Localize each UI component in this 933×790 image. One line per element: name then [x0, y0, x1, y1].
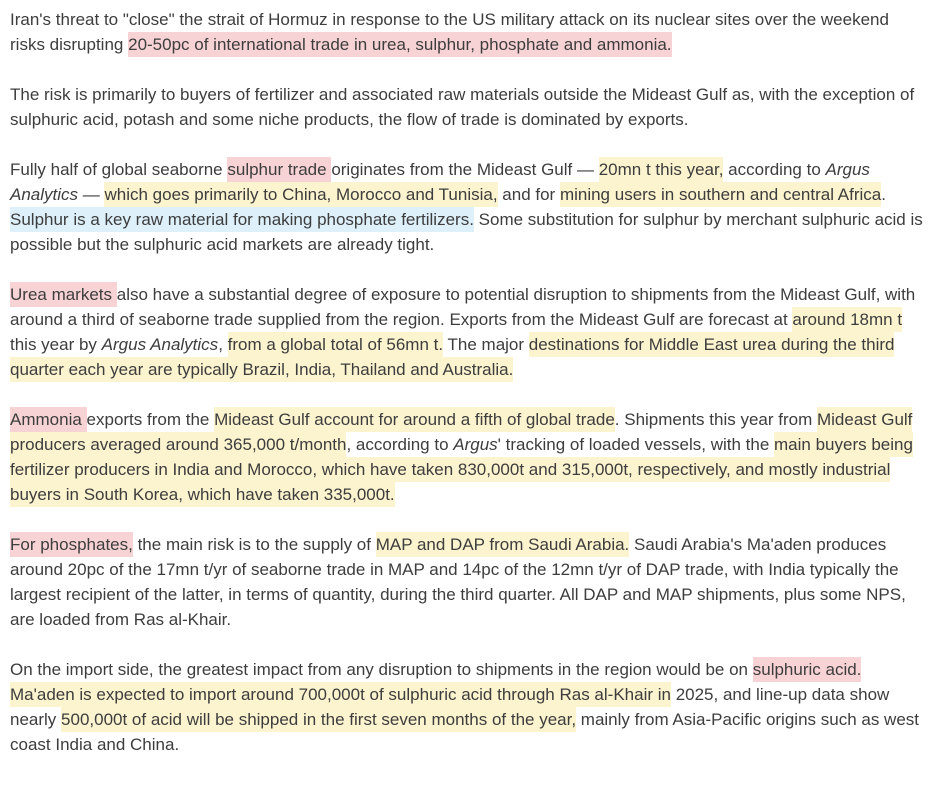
paragraph: Urea markets also have a substantial deg…: [10, 282, 923, 382]
paragraph: Iran's threat to "close" the strait of H…: [10, 7, 923, 57]
text-run: exports from the: [86, 410, 215, 429]
highlight-yellow: mining users in southern and central Afr…: [559, 182, 882, 207]
paragraph: The risk is primarily to buyers of ferti…: [10, 82, 923, 132]
highlight-yellow: which goes primarily to China, Morocco a…: [104, 182, 498, 207]
paragraph: For phosphates, the main risk is to the …: [10, 532, 923, 632]
text-run: Iran's threat to "close" the strait of H…: [10, 10, 889, 54]
text-run: The risk is primarily to buyers of ferti…: [10, 85, 915, 129]
text-run: , according to: [346, 435, 454, 454]
highlight-pink: For phosphates,: [10, 532, 133, 557]
highlight-blue: Sulphur is a key raw material for making…: [10, 207, 474, 232]
article-body: Iran's threat to "close" the strait of H…: [10, 7, 923, 757]
text-run: On the import side, the greatest impact …: [10, 660, 753, 679]
paragraph: On the import side, the greatest impact …: [10, 657, 923, 757]
text-run: 2025, and line-up data show nearly: [10, 685, 890, 729]
highlight-yellow: Ma'aden is expected to import around 700…: [10, 682, 671, 707]
text-run: The major: [443, 335, 529, 354]
text-run: this year by: [10, 335, 102, 354]
highlight-yellow: Mideast Gulf account for around a fifth …: [214, 407, 615, 432]
text-run: according to: [723, 160, 826, 179]
highlight-pink: sulphuric acid.: [752, 657, 862, 682]
text-run: Some substitution for sulphur by merchan…: [10, 210, 923, 254]
text-run: the main risk is to the supply of: [132, 535, 376, 554]
text-run: . Shipments this year from: [614, 410, 817, 429]
text-run: Fully half of global seaborne: [10, 160, 228, 179]
highlight-pink: Urea markets: [10, 282, 117, 307]
text-run: also have a substantial degree of exposu…: [10, 285, 916, 329]
highlight-yellow: from a global total of 56mn t.: [227, 332, 444, 357]
highlight-pink: sulphur trade: [227, 157, 332, 182]
text-run: mainly from Asia-Pacific origins such as…: [10, 710, 920, 754]
text-run: and for: [497, 185, 560, 204]
highlight-yellow: around 18mn t: [792, 307, 903, 332]
text-run: ,: [218, 335, 228, 354]
text-run: ' tracking of loaded vessels, with the: [497, 435, 775, 454]
highlight-pink: 20-50pc of international trade in urea, …: [128, 32, 672, 57]
highlight-yellow: 500,000t of acid will be shipped in the …: [61, 707, 577, 732]
text-run: originates from the Mideast Gulf —: [331, 160, 599, 179]
paragraph: Fully half of global seaborne sulphur tr…: [10, 157, 923, 257]
italic-text: Argus Analytics: [10, 160, 870, 204]
highlight-pink: Ammonia: [10, 407, 87, 432]
text-run: Saudi Arabia's Ma'aden produces around 2…: [10, 535, 906, 629]
italic-text: Argus Analytics: [101, 335, 219, 354]
italic-text: Argus: [453, 435, 498, 454]
paragraph: Ammonia exports from the Mideast Gulf ac…: [10, 407, 923, 507]
text-run: .: [881, 185, 886, 204]
highlight-yellow: 20mn t this year,: [598, 157, 724, 182]
highlight-yellow: MAP and DAP from Saudi Arabia.: [375, 532, 630, 557]
text-run: —: [78, 185, 105, 204]
